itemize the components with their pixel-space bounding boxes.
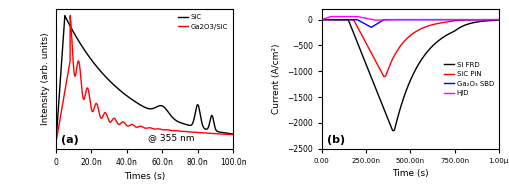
Si FRD (496, 19, 502, 21)
X-axis label: Times (s): Times (s) (124, 172, 165, 181)
Ga₂O₃ SBD (368, 26, 374, 28)
Si FRD (423, 52, 430, 54)
Ga₂O₃ SBD (327, 19, 333, 21)
SiC PiN (450, 20, 456, 22)
Si FRD (460, 25, 466, 27)
HJD (328, 15, 334, 18)
Text: (a): (a) (61, 135, 79, 145)
HJD (431, 19, 437, 21)
Ga2O3/SiC (129, 123, 135, 126)
Legend: Si FRD, SiC PiN, Ga₂O₃ SBD, HJD: Si FRD, SiC PiN, Ga₂O₃ SBD, HJD (442, 60, 495, 98)
Line: SiC: SiC (56, 16, 233, 142)
Ga2O3/SiC (83, 88, 90, 90)
SiC (121, 92, 127, 95)
Ga₂O₃ SBD (423, 19, 430, 21)
Si FRD (450, 31, 456, 33)
SiC PiN (460, 19, 466, 21)
Legend: SiC, Ga2O3/SiC: SiC, Ga2O3/SiC (176, 13, 230, 31)
Ga2O3/SiC (230, 134, 236, 136)
Y-axis label: Intensity (arb. units): Intensity (arb. units) (41, 33, 50, 125)
HJD (319, 18, 325, 21)
HJD (450, 19, 456, 21)
SiC (83, 52, 90, 54)
Si FRD (431, 43, 437, 45)
HJD (383, 19, 389, 21)
Text: @ 355 nm: @ 355 nm (148, 133, 194, 142)
SiC PiN (431, 23, 437, 25)
Line: SiC PiN: SiC PiN (322, 20, 499, 76)
Ga₂O₃ SBD (383, 19, 389, 21)
SiC (129, 98, 135, 100)
SiC (227, 132, 233, 135)
SiC PiN (382, 75, 388, 78)
SiC (53, 141, 59, 144)
Si FRD (327, 19, 333, 21)
SiC PiN (423, 25, 430, 28)
HJD (327, 15, 333, 18)
Si FRD (390, 130, 397, 132)
Ga₂O₃ SBD (450, 19, 456, 21)
HJD (423, 19, 430, 21)
Ga₂O₃ SBD (460, 19, 466, 21)
Ga2O3/SiC (53, 141, 59, 144)
Line: Si FRD: Si FRD (322, 20, 499, 131)
Ga2O3/SiC (227, 133, 233, 136)
Y-axis label: Current (A/cm²): Current (A/cm²) (272, 44, 281, 114)
HJD (496, 19, 502, 21)
Line: Ga2O3/SiC: Ga2O3/SiC (56, 16, 233, 142)
SiC PiN (319, 19, 325, 21)
Line: Ga₂O₃ SBD: Ga₂O₃ SBD (322, 20, 499, 27)
Ga2O3/SiC (67, 15, 73, 17)
Si FRD (383, 113, 389, 115)
Ga₂O₃ SBD (496, 19, 502, 21)
Text: (b): (b) (327, 135, 345, 145)
SiC PiN (327, 19, 333, 21)
SiC PiN (496, 19, 502, 21)
Line: HJD: HJD (322, 17, 499, 20)
HJD (460, 19, 466, 21)
SiC (208, 117, 214, 119)
SiC (73, 36, 79, 38)
Ga2O3/SiC (121, 121, 127, 124)
SiC (230, 133, 236, 135)
X-axis label: Time (s): Time (s) (392, 169, 429, 178)
HJD (372, 19, 378, 21)
SiC PiN (383, 74, 389, 76)
Ga2O3/SiC (73, 70, 79, 73)
Ga2O3/SiC (208, 132, 214, 134)
Si FRD (319, 19, 325, 21)
Ga₂O₃ SBD (431, 19, 437, 21)
SiC (62, 15, 68, 17)
Ga₂O₃ SBD (319, 19, 325, 21)
